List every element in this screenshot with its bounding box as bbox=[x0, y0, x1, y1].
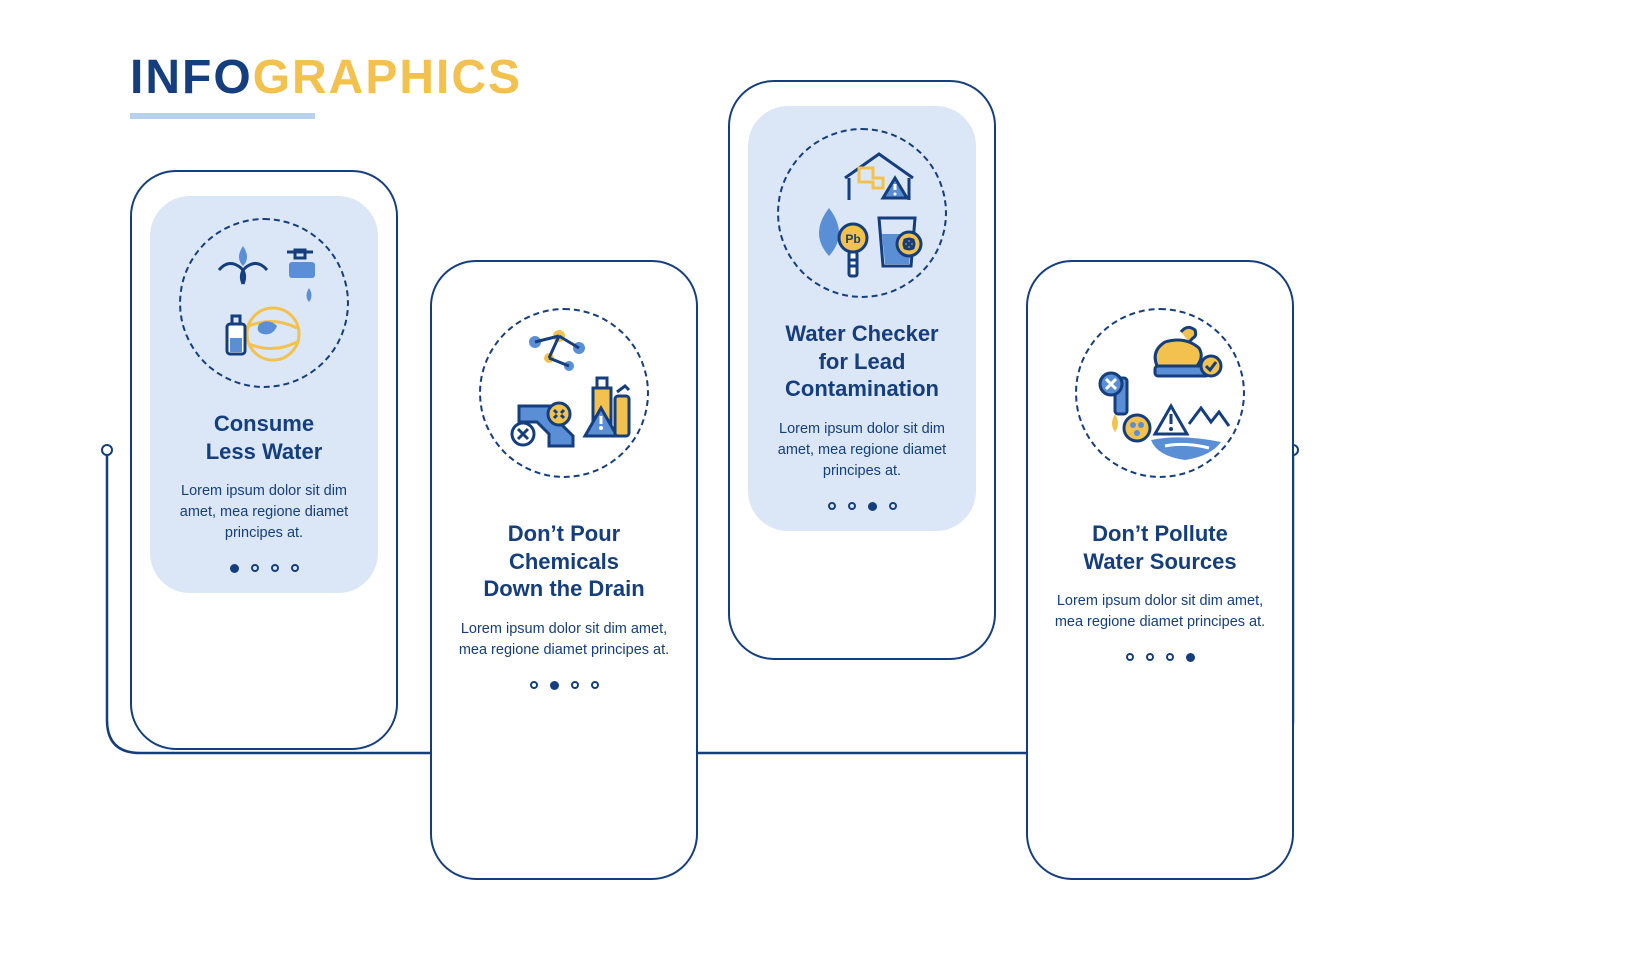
dot bbox=[251, 564, 259, 572]
dot bbox=[291, 564, 299, 572]
card-body: Lorem ipsum dolor sit dim amet, mea regi… bbox=[762, 419, 962, 482]
dot bbox=[1126, 653, 1134, 661]
pager-dots bbox=[230, 564, 299, 573]
dot bbox=[868, 502, 877, 511]
card-lead-check: Pb Water Checkerfor LeadContamination Lo… bbox=[728, 80, 996, 660]
dot bbox=[530, 681, 538, 689]
card-title: Don’t PourChemicalsDown the Drain bbox=[483, 520, 644, 603]
card-title: Water Checkerfor LeadContamination bbox=[785, 320, 939, 403]
dot bbox=[889, 502, 897, 510]
dot bbox=[1146, 653, 1154, 661]
dot bbox=[271, 564, 279, 572]
dot bbox=[828, 502, 836, 510]
card-body: Lorem ipsum dolor sit dim amet, mea regi… bbox=[1050, 591, 1270, 633]
card-panel bbox=[450, 286, 678, 498]
dot bbox=[848, 502, 856, 510]
card-panel: ConsumeLess Water Lorem ipsum dolor sit … bbox=[150, 196, 378, 593]
dot bbox=[550, 681, 559, 690]
connector-dot-left bbox=[101, 444, 113, 456]
card-chemicals: Don’t PourChemicalsDown the Drain Lorem … bbox=[430, 260, 698, 880]
dot bbox=[1166, 653, 1174, 661]
lead-check-icon: Pb bbox=[777, 128, 947, 298]
water-save-icon bbox=[179, 218, 349, 388]
card-panel bbox=[1046, 286, 1274, 498]
cards-container: ConsumeLess Water Lorem ipsum dolor sit … bbox=[95, 80, 1305, 820]
pager-dots bbox=[1126, 653, 1195, 662]
card-body: Lorem ipsum dolor sit dim amet, mea regi… bbox=[454, 619, 674, 661]
dot bbox=[571, 681, 579, 689]
dot bbox=[591, 681, 599, 689]
dot bbox=[230, 564, 239, 573]
dot bbox=[1186, 653, 1195, 662]
card-title: Don’t PolluteWater Sources bbox=[1083, 520, 1236, 575]
pollution-icon bbox=[1075, 308, 1245, 478]
chemicals-icon bbox=[479, 308, 649, 478]
svg-text:Pb: Pb bbox=[845, 232, 860, 246]
card-title: ConsumeLess Water bbox=[206, 410, 323, 465]
card-panel: Pb Water Checkerfor LeadContamination Lo… bbox=[748, 106, 976, 531]
pager-dots bbox=[828, 502, 897, 511]
card-consume-less: ConsumeLess Water Lorem ipsum dolor sit … bbox=[130, 170, 398, 750]
pager-dots bbox=[530, 681, 599, 690]
card-pollute: Don’t PolluteWater Sources Lorem ipsum d… bbox=[1026, 260, 1294, 880]
card-body: Lorem ipsum dolor sit dim amet, mea regi… bbox=[164, 481, 364, 544]
